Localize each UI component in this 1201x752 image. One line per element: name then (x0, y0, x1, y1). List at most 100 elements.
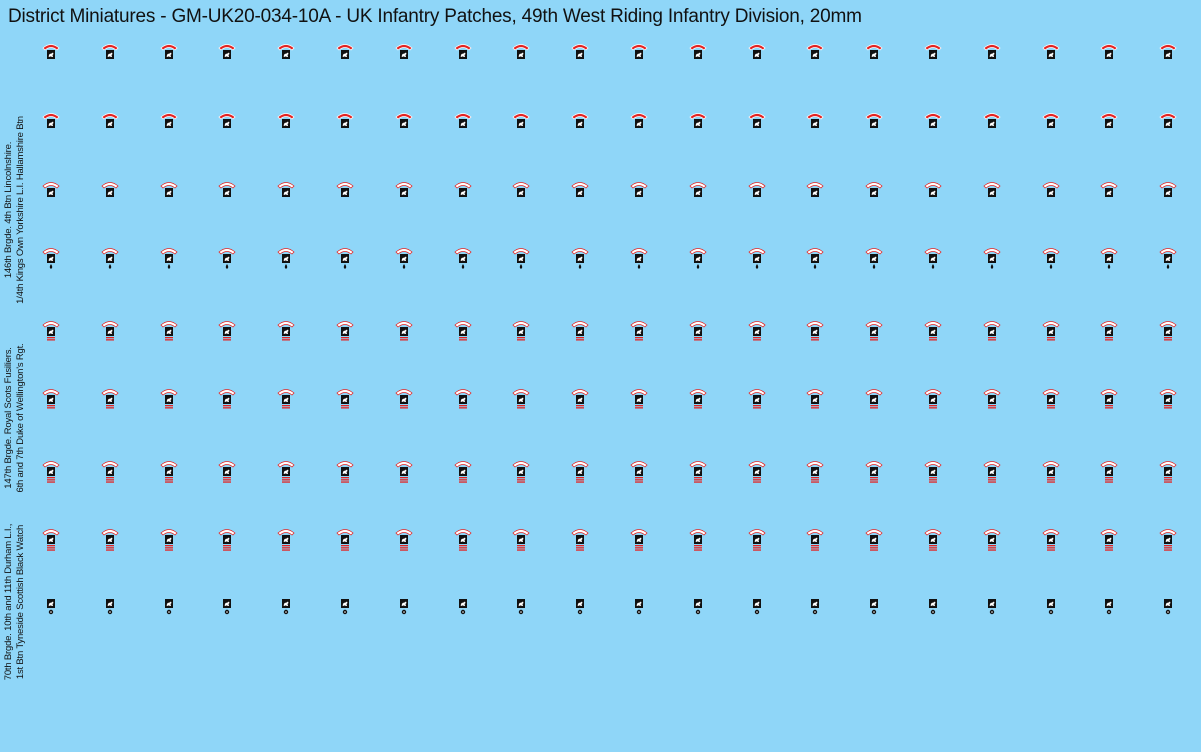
polar-bear-icon (48, 52, 54, 57)
shoulder-patch (864, 246, 884, 272)
formation-bar (517, 481, 526, 483)
formation-bar (105, 339, 114, 341)
formation-bar (635, 481, 643, 483)
polar-bear-icon (518, 537, 524, 542)
formation-bar (1105, 407, 1114, 409)
formation-bar (752, 479, 761, 481)
title-tab (1159, 44, 1177, 51)
title-tab (983, 182, 1001, 189)
shoulder-patch (747, 246, 767, 272)
formation-bar (282, 339, 291, 341)
title-tab (630, 321, 648, 328)
drop-icon (343, 264, 347, 269)
formation-bar (1046, 477, 1055, 479)
polar-bear-icon (283, 329, 289, 334)
formation-bar (1164, 479, 1173, 481)
polar-bear-icon (1048, 329, 1054, 334)
shoulder-patch (100, 42, 120, 68)
polar-bear-icon (342, 329, 348, 334)
formation-bar (164, 339, 173, 341)
title-tab (571, 113, 589, 120)
shoulder-patch (394, 111, 414, 137)
polar-bear-icon (636, 329, 642, 334)
shoulder-patch (394, 459, 414, 485)
polar-bear-icon (107, 256, 113, 261)
polar-bear-icon (401, 329, 407, 334)
title-tab (454, 113, 472, 120)
shoulder-patch (747, 111, 767, 137)
shoulder-patch (982, 180, 1002, 206)
title-tab (689, 248, 707, 255)
formation-bar (752, 545, 761, 547)
shoulder-patch (629, 180, 649, 206)
formation-bar (223, 549, 232, 551)
polar-bear-icon (812, 52, 818, 57)
title-tab (277, 529, 295, 536)
title-tab (1042, 461, 1060, 468)
shoulder-patch (570, 387, 590, 413)
title-tab (748, 389, 766, 396)
polar-bear-icon (342, 190, 348, 195)
formation-bar (1046, 481, 1055, 483)
formation-bar (811, 481, 820, 483)
polar-bear-icon (930, 190, 936, 195)
shoulder-patch (629, 527, 649, 553)
title-tab (101, 321, 119, 328)
polar-bear-icon (401, 256, 407, 261)
polar-bear-icon (989, 190, 995, 195)
title-tab (865, 44, 883, 51)
title-tab (630, 461, 648, 468)
formation-bar (47, 549, 55, 551)
formation-bar (164, 477, 173, 479)
shoulder-patch (629, 319, 649, 345)
shoulder-patch (511, 42, 531, 68)
formation-bar (987, 477, 996, 479)
decal-sheet (42, 42, 1177, 624)
polar-bear-icon (812, 469, 818, 474)
formation-bar (223, 547, 232, 549)
formation-bar (517, 479, 526, 481)
shoulder-patch (1099, 387, 1119, 413)
shoulder-patch (394, 319, 414, 345)
title-tab (395, 389, 413, 396)
polar-bear-icon (812, 601, 818, 606)
polar-bear-icon (1165, 121, 1171, 126)
shoulder-patch (511, 319, 531, 345)
polar-bear-icon (1106, 256, 1112, 261)
rose-center (167, 611, 170, 613)
shoulder-patch (100, 459, 120, 485)
shoulder-patch (805, 527, 825, 553)
shoulder-patch (1041, 387, 1061, 413)
shoulder-patch (629, 42, 649, 68)
formation-bar (929, 337, 937, 339)
formation-bar (223, 405, 232, 407)
title-tab (454, 44, 472, 51)
title-tab (983, 113, 1001, 120)
shoulder-patch (982, 598, 1002, 624)
polar-bear-icon (460, 329, 466, 334)
formation-bar (282, 549, 291, 551)
shoulder-patch (394, 598, 414, 624)
polar-bear-icon (224, 190, 230, 195)
title-tab (336, 44, 354, 51)
formation-bar (164, 407, 173, 409)
polar-bear-icon (695, 256, 701, 261)
formation-bar (164, 481, 173, 483)
formation-bar (105, 549, 114, 551)
shoulder-patch (453, 246, 473, 272)
title-tab (512, 44, 530, 51)
polar-bear-icon (342, 121, 348, 126)
title-tab (277, 182, 295, 189)
formation-bar (341, 407, 349, 409)
title-tab (336, 113, 354, 120)
polar-bear-icon (871, 256, 877, 261)
polar-bear-icon (695, 397, 701, 402)
title-tab (395, 44, 413, 51)
title-tab (277, 321, 295, 328)
polar-bear-icon (401, 601, 407, 606)
shoulder-patch (217, 42, 237, 68)
title-tab (748, 529, 766, 536)
shoulder-patch (217, 319, 237, 345)
formation-bar (164, 545, 173, 547)
formation-bar (399, 481, 408, 483)
